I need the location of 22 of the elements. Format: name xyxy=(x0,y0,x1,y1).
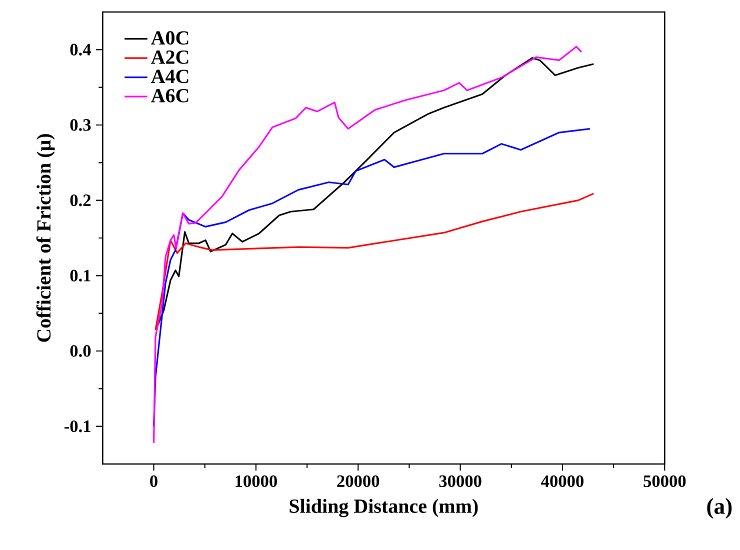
legend-label: A6C xyxy=(151,88,188,102)
y-tick-label: 0.4 xyxy=(70,44,91,56)
x-tick-label: 20000 xyxy=(337,475,380,488)
line-series xyxy=(152,128,591,428)
x-tick-label: 50000 xyxy=(644,475,686,488)
text: (a) xyxy=(707,498,732,519)
y-tick-label: 0.2 xyxy=(70,194,91,206)
x-tick-label: 10000 xyxy=(236,475,277,488)
x-tick-label: 30000 xyxy=(439,475,482,488)
line-series xyxy=(152,46,582,444)
y-tick-label: -0.1 xyxy=(64,420,90,432)
legend-label: A2C xyxy=(151,50,188,64)
y-tick-label: 0.0 xyxy=(70,345,91,357)
x-axis-title: Sliding Distance (mm) xyxy=(290,498,478,518)
y-tick-label: 0.1 xyxy=(70,270,90,282)
y-tick-label: 0.3 xyxy=(70,119,91,131)
x-tick-label: 40000 xyxy=(541,475,584,488)
y-axis-title: Cofficient of Friction (μ) xyxy=(36,134,55,342)
legend-label: A0C xyxy=(151,31,188,45)
legend-label: A4C xyxy=(151,70,188,84)
line-series xyxy=(154,192,594,331)
x-tick-label: 0 xyxy=(150,475,158,488)
